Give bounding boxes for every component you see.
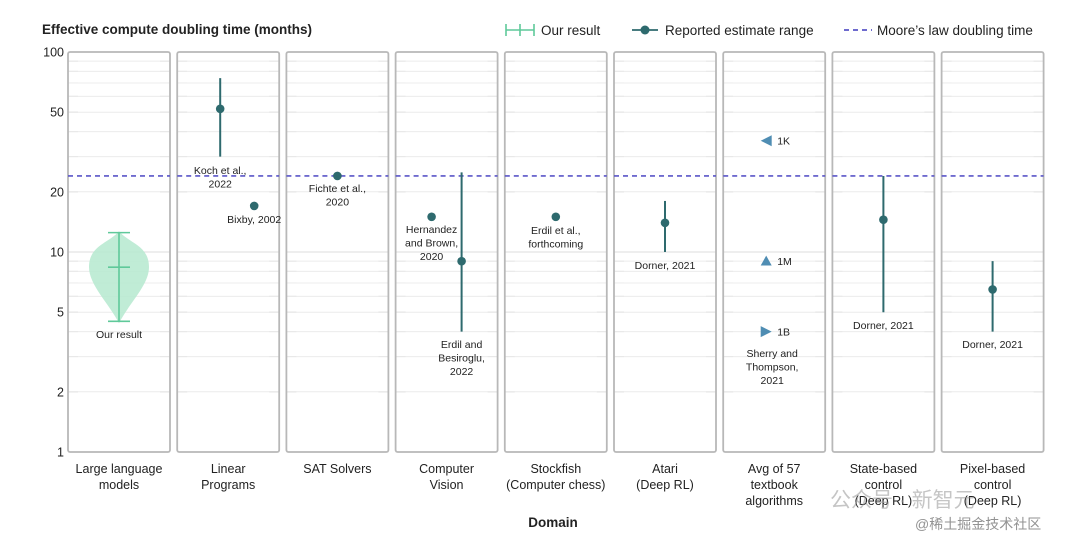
panel-3: [285, 51, 390, 453]
label-erdil-besiroglu-2022: 2022: [450, 366, 474, 378]
x-category-label: control: [865, 478, 903, 492]
x-category-label: (Deep RL): [855, 494, 913, 508]
panel-2: [176, 51, 281, 453]
erdil-forthcoming-point: [551, 212, 561, 222]
watermark-line2: @稀土掘金技术社区: [915, 516, 1042, 532]
x-category-label: (Computer chess): [506, 478, 605, 492]
panel-1: [67, 51, 171, 453]
label-sherry-thompson-2021: Sherry and: [747, 348, 799, 360]
watermark-line1: 公众号 · 新智元: [830, 489, 975, 512]
panel-frame: [940, 51, 1045, 453]
x-category-label: Large language: [76, 462, 163, 476]
label-erdil-besiroglu-2022: Erdil and: [441, 339, 483, 351]
y-tick-label: 100: [43, 46, 64, 60]
panel-7: [722, 51, 827, 453]
y-tick-label: 20: [50, 185, 64, 199]
x-category-label: SAT Solvers: [303, 462, 371, 476]
label-sherry-thompson-2021: Thompson,: [746, 362, 799, 374]
x-category-label: Computer: [419, 462, 474, 476]
x-category-label: textbook: [751, 478, 799, 492]
label-koch-2022: 2022: [209, 179, 233, 191]
legend-label-estimate-range: Reported estimate range: [665, 23, 814, 38]
chart-title: Effective compute doubling time (months): [42, 22, 312, 37]
erdil-besiroglu-2022-point: [457, 256, 466, 266]
y-tick-label: 50: [50, 106, 64, 120]
x-category-label: models: [99, 478, 139, 492]
panel-frame: [394, 51, 499, 453]
label-erdil-besiroglu-2022: Besiroglu,: [438, 353, 485, 365]
panel-frame: [722, 51, 827, 453]
label-fichte-2020: Fichte et al.,: [309, 183, 366, 195]
x-category-label: Linear: [211, 462, 246, 476]
label-erdil-forthcoming: Erdil et al.,: [531, 225, 581, 237]
panel-frame: [67, 51, 171, 453]
panel-frame: [613, 51, 717, 453]
label-textbook-1M: 1M: [777, 256, 792, 268]
textbook-marker-1K: [760, 135, 772, 147]
legend-label-moore: Moore’s law doubling time: [877, 23, 1033, 38]
label-textbook-1B: 1B: [777, 327, 790, 339]
x-category-label: algorithms: [745, 494, 803, 508]
y-tick-label: 5: [57, 306, 64, 320]
x-category-label: Programs: [201, 478, 255, 492]
x-category-label: Avg of 57: [748, 462, 801, 476]
x-category-label: Atari: [652, 462, 678, 476]
dorner-atari-point: [660, 218, 670, 228]
label-koch-2022: Koch et al.,: [194, 165, 247, 177]
label-hernandez-brown-2020: and Brown,: [405, 238, 458, 250]
y-tick-label: 2: [57, 385, 64, 399]
label-bixby-2002: Bixby, 2002: [227, 214, 281, 226]
x-axis-label: Domain: [528, 515, 578, 530]
fichte-2020-point: [333, 171, 342, 181]
x-category-label: (Deep RL): [964, 494, 1022, 508]
label-dorner-state-control: Dorner, 2021: [853, 320, 914, 332]
x-category-label: State-based: [850, 462, 917, 476]
panel-frame: [176, 51, 281, 453]
label-our-result: Our result: [96, 329, 142, 341]
label-dorner-atari: Dorner, 2021: [635, 260, 696, 272]
legend-label-our-result: Our result: [541, 23, 601, 38]
hernandez-brown-2020-point: [427, 212, 436, 222]
textbook-marker-1M: [760, 255, 772, 266]
legend-estimate-dot: [640, 25, 650, 35]
x-category-label: Pixel-based: [960, 462, 1025, 476]
label-textbook-1K: 1K: [777, 136, 790, 148]
panel-frame: [503, 51, 608, 453]
bixby-2002-point: [249, 201, 259, 211]
label-hernandez-brown-2020: Hernandez: [406, 224, 457, 236]
x-category-label: control: [974, 478, 1012, 492]
x-category-label: Vision: [430, 478, 464, 492]
panel-6: [613, 51, 717, 453]
textbook-marker-1B: [760, 326, 772, 338]
label-erdil-forthcoming: forthcoming: [528, 239, 583, 251]
panel-frame: [285, 51, 390, 453]
dorner-pixel-control-point: [988, 285, 997, 294]
y-tick-label: 10: [50, 246, 64, 260]
label-hernandez-brown-2020: 2020: [420, 251, 444, 263]
x-category-label: Stockfish: [530, 462, 581, 476]
panel-frame: [831, 51, 936, 453]
label-sherry-thompson-2021: 2021: [761, 375, 785, 387]
label-dorner-pixel-control: Dorner, 2021: [962, 339, 1023, 351]
koch-2022-point: [215, 104, 225, 114]
dorner-state-control-point: [879, 215, 888, 225]
y-tick-label: 1: [57, 446, 64, 460]
panel-4: [394, 51, 499, 453]
label-fichte-2020: 2020: [326, 197, 350, 209]
panel-9: [940, 51, 1045, 453]
panel-5: [503, 51, 608, 453]
x-category-label: (Deep RL): [636, 478, 694, 492]
